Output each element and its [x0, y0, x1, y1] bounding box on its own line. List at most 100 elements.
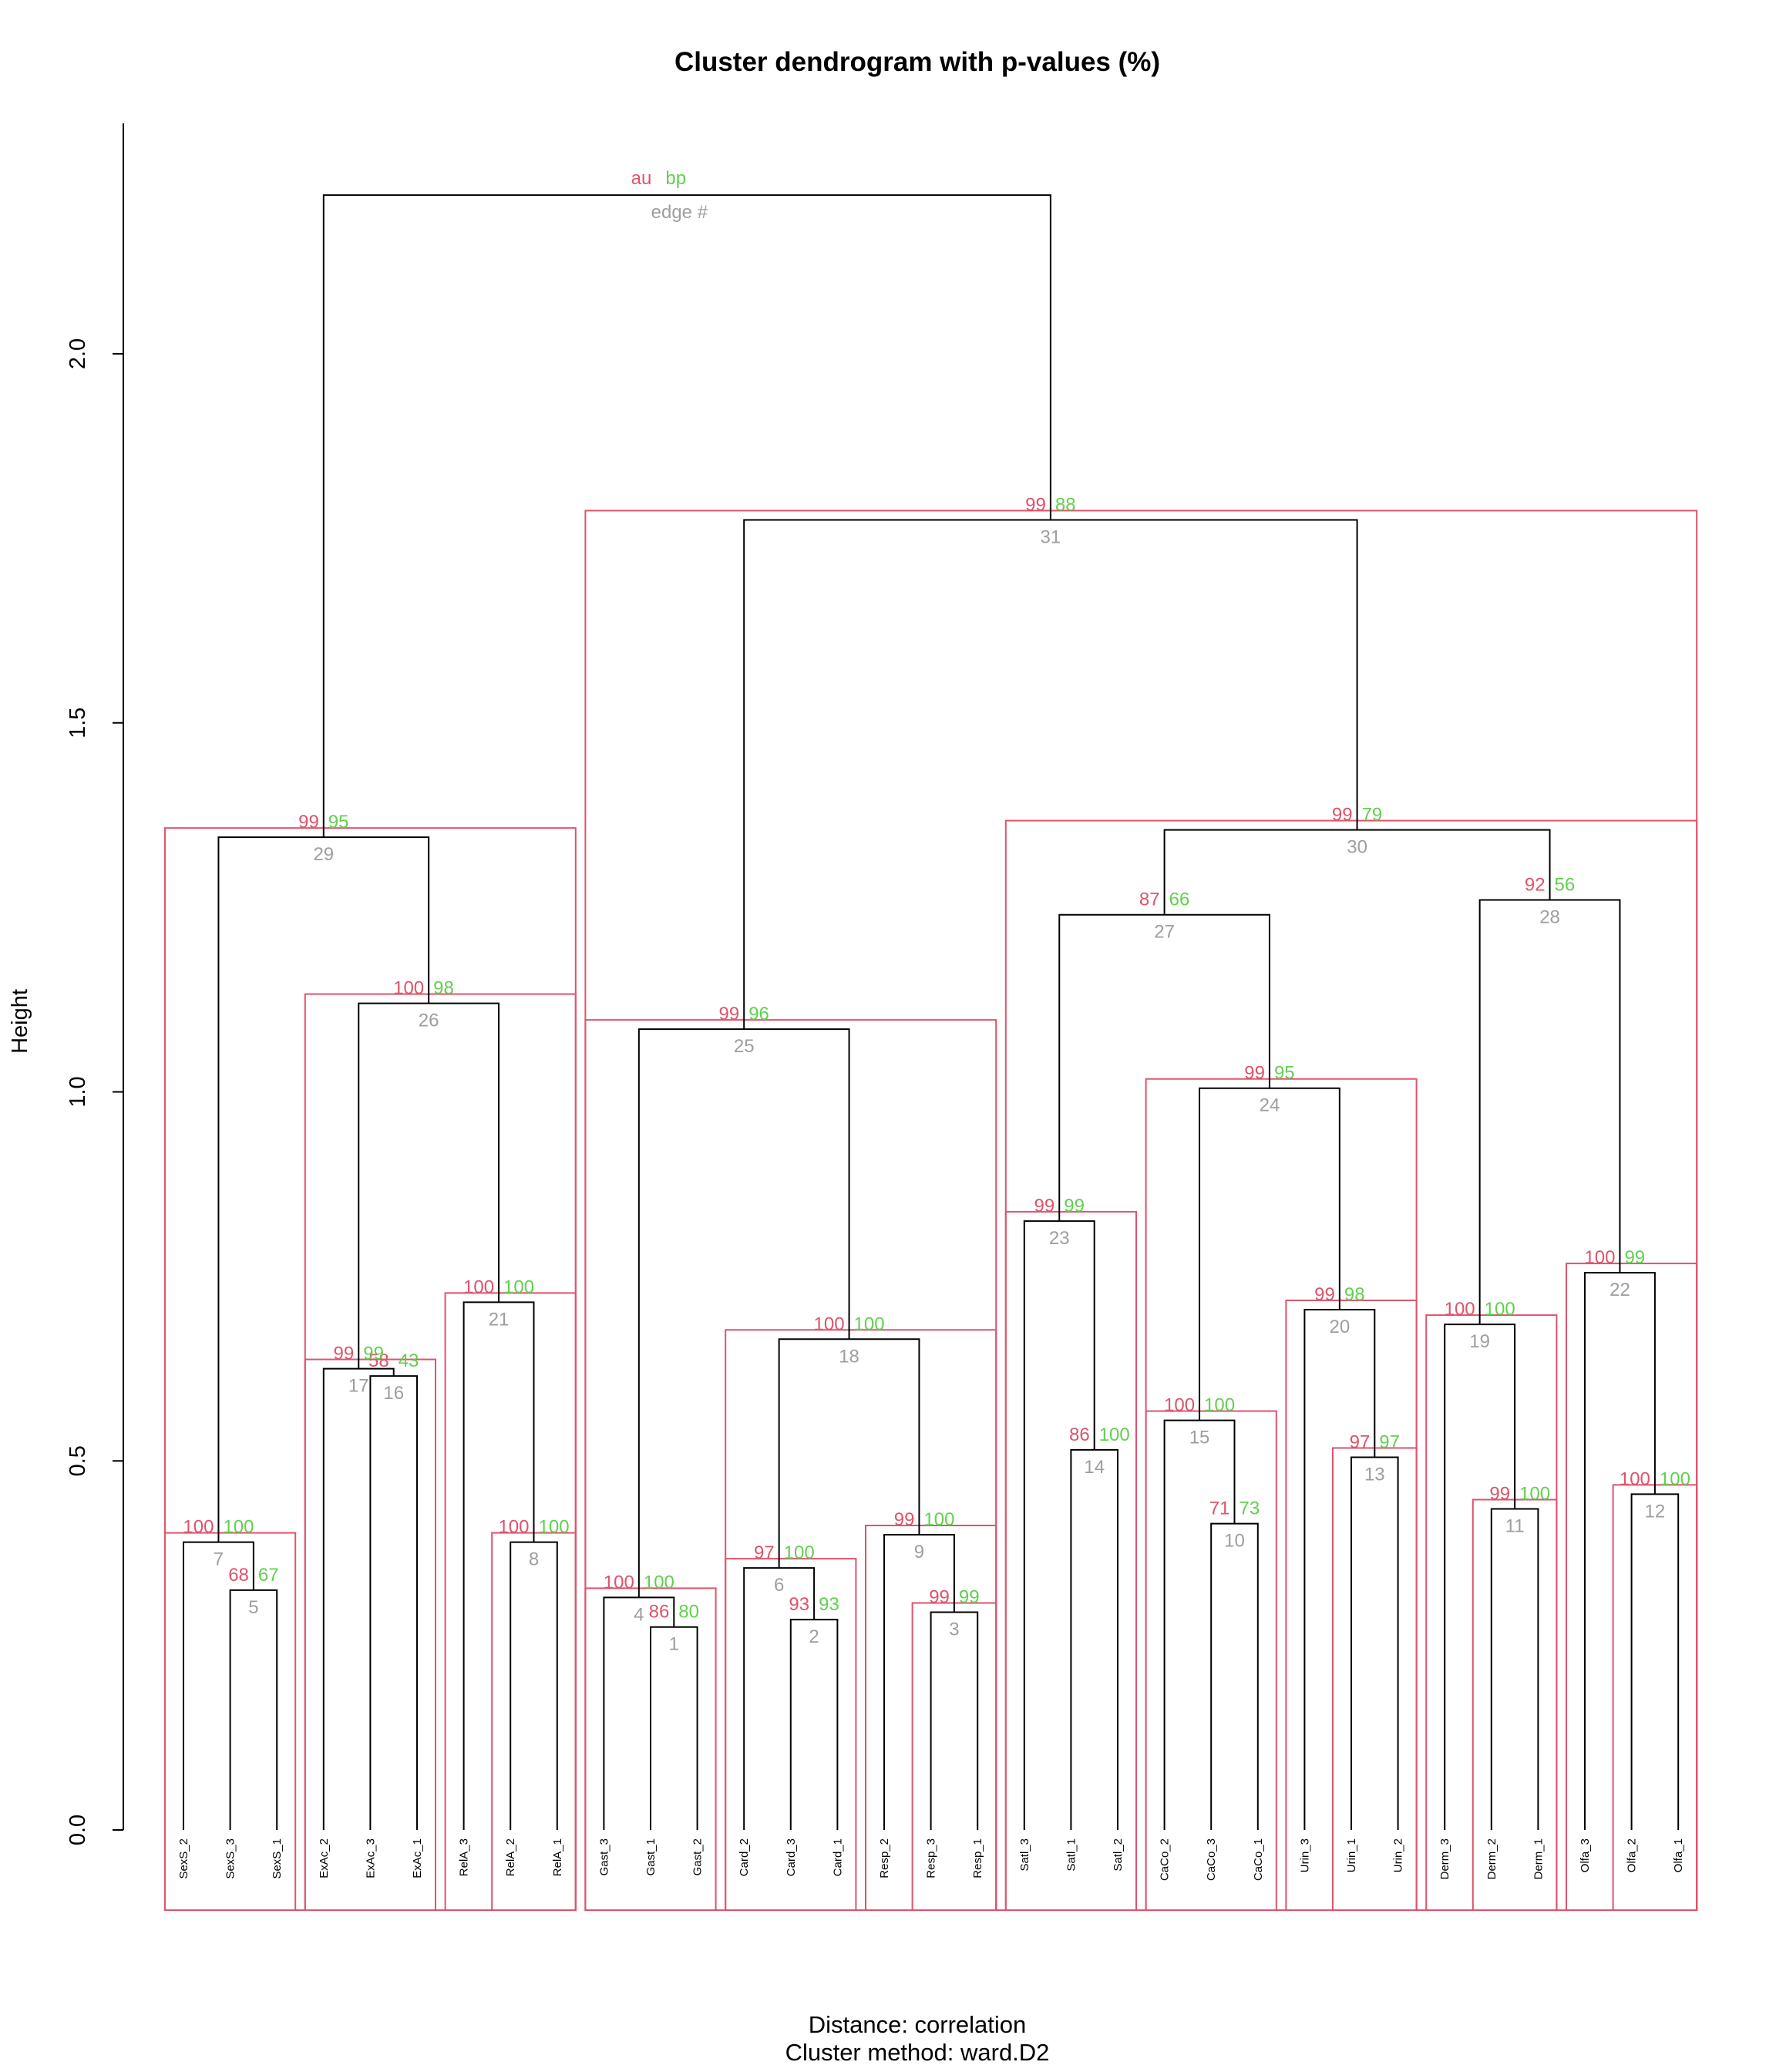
leaf-label: Satl_3	[1018, 1838, 1031, 1872]
leaf-label: ExAc_3	[364, 1838, 377, 1879]
cluster-rectangle	[304, 1358, 436, 1911]
merge-branch	[1630, 1493, 1680, 1830]
bp-value: 99	[1624, 1247, 1645, 1268]
y-axis: 0.0 0.5 1.0 1.5 2.0	[66, 123, 124, 1845]
leaf-label: Card_3	[785, 1838, 798, 1876]
edge-number: 30	[1347, 837, 1367, 858]
leaf-label: Urin_2	[1392, 1838, 1405, 1872]
edge-number: 20	[1329, 1317, 1350, 1337]
merge-branch	[1070, 1448, 1118, 1830]
leaf-label: Satl_1	[1065, 1838, 1078, 1872]
au-value: 100	[604, 1572, 634, 1593]
bp-value: 100	[644, 1572, 674, 1593]
edge-number: 17	[348, 1376, 369, 1397]
leaf-label: CaCo_3	[1205, 1838, 1218, 1881]
leaf-label: SexS_3	[224, 1838, 237, 1879]
edge-number: 23	[1049, 1228, 1070, 1249]
edge-number: 9	[914, 1542, 924, 1562]
cluster-rectangle	[584, 1587, 717, 1911]
leaf-label: Resp_3	[925, 1838, 938, 1879]
au-value: 86	[1069, 1424, 1090, 1445]
au-value: 100	[1164, 1395, 1195, 1416]
merge-branch	[322, 194, 1051, 838]
leaf-label: SexS_2	[177, 1838, 190, 1879]
bp-value: 100	[503, 1276, 534, 1297]
leaf-label: Olfa_2	[1626, 1838, 1639, 1872]
edge-number: 28	[1539, 907, 1560, 928]
bp-value: 66	[1169, 890, 1190, 910]
leaf-label: CaCo_2	[1159, 1838, 1172, 1881]
merge-branch	[1210, 1522, 1259, 1830]
bp-value: 100	[1204, 1395, 1235, 1416]
au-value: 68	[228, 1565, 249, 1586]
chart-title: Cluster dendrogram with p-values (%)	[674, 47, 1160, 77]
y-tick-label: 2.0	[66, 338, 90, 369]
leaf-label: Derm_1	[1532, 1838, 1545, 1879]
leaf-label: Urin_3	[1298, 1838, 1311, 1872]
edge-number: 2	[809, 1626, 819, 1647]
bp-value: 95	[328, 812, 349, 832]
edge-number: 12	[1645, 1501, 1666, 1522]
au-value: 97	[754, 1542, 775, 1563]
y-tick-label: 1.5	[66, 708, 90, 738]
edge-number: 18	[839, 1346, 859, 1367]
merge-branch	[930, 1611, 979, 1830]
leaf-label: Derm_2	[1485, 1838, 1498, 1879]
edge-number: 19	[1469, 1331, 1490, 1352]
y-tick-label: 1.0	[66, 1076, 90, 1107]
au-value: 58	[368, 1350, 389, 1371]
au-value: 87	[1139, 890, 1160, 910]
edge-number: 26	[419, 1011, 439, 1031]
au-value: 100	[498, 1517, 529, 1538]
au-value: 71	[1209, 1498, 1230, 1519]
leaf-label: Olfa_3	[1579, 1838, 1592, 1872]
au-value: 100	[814, 1314, 845, 1334]
leaf-label: Card_1	[831, 1838, 844, 1876]
au-value: 99	[1489, 1483, 1510, 1504]
cluster-rectangle	[725, 1558, 857, 1912]
edge-number: 3	[949, 1620, 959, 1640]
au-value: 100	[463, 1276, 494, 1297]
edge-number: 4	[634, 1604, 644, 1625]
edge-number: 14	[1084, 1457, 1105, 1478]
leaf-label: Resp_1	[971, 1838, 984, 1879]
edge-number: 27	[1154, 922, 1175, 943]
edge-number: 29	[313, 844, 334, 865]
leaf-label: CaCo_1	[1252, 1838, 1265, 1881]
bp-value: 99	[363, 1344, 384, 1364]
bp-value: 98	[433, 978, 454, 999]
au-value: 99	[334, 1344, 355, 1364]
edge-number: 21	[489, 1309, 510, 1330]
au-value: 99	[298, 812, 319, 832]
leaf-label: Urin_1	[1345, 1838, 1358, 1872]
edge-number: 25	[734, 1036, 755, 1057]
bp-value: 73	[1240, 1498, 1260, 1519]
dendrogram-tree	[183, 194, 1680, 1830]
bp-value: 80	[678, 1602, 699, 1623]
merge-branch	[650, 1626, 698, 1830]
merge-branch	[369, 1375, 418, 1830]
leaf-label: ExAc_2	[318, 1838, 331, 1879]
leaf-label: Derm_3	[1438, 1838, 1451, 1879]
bp-value: 79	[1362, 805, 1383, 826]
merge-branch	[743, 519, 1358, 1030]
leaf-label: Olfa_1	[1672, 1838, 1685, 1872]
cluster-rectangle	[1145, 1410, 1277, 1911]
merge-branch	[603, 1596, 675, 1830]
edge-number: 16	[383, 1383, 404, 1404]
edge-number: 24	[1260, 1095, 1280, 1116]
cluster-rectangle	[1004, 1211, 1138, 1911]
au-value: 100	[1584, 1247, 1615, 1268]
au-value: 100	[1620, 1468, 1650, 1489]
method-subtitle: Cluster method: ward.D2	[785, 2039, 1050, 2066]
legend-au: au	[631, 168, 652, 189]
leaf-label: Card_2	[738, 1838, 751, 1876]
edge-number: 8	[529, 1549, 539, 1570]
bp-value: 100	[854, 1314, 885, 1334]
au-value: 99	[1332, 805, 1353, 826]
au-value: 99	[929, 1587, 950, 1608]
bp-value: 100	[1099, 1424, 1130, 1445]
y-tick-label: 0.0	[66, 1815, 90, 1845]
merge-branch	[743, 1567, 816, 1830]
